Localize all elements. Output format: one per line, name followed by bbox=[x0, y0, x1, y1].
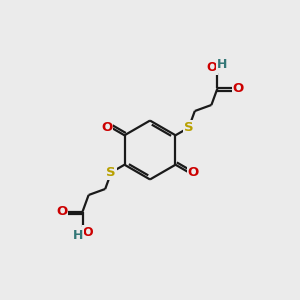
Text: S: S bbox=[184, 121, 194, 134]
Text: H: H bbox=[73, 229, 83, 242]
Text: O: O bbox=[188, 166, 199, 179]
Text: O: O bbox=[56, 205, 68, 218]
Text: O: O bbox=[207, 61, 218, 74]
Text: O: O bbox=[82, 226, 93, 239]
Text: H: H bbox=[217, 58, 227, 71]
Text: O: O bbox=[101, 121, 112, 134]
Text: O: O bbox=[232, 82, 244, 95]
Text: S: S bbox=[106, 166, 116, 179]
